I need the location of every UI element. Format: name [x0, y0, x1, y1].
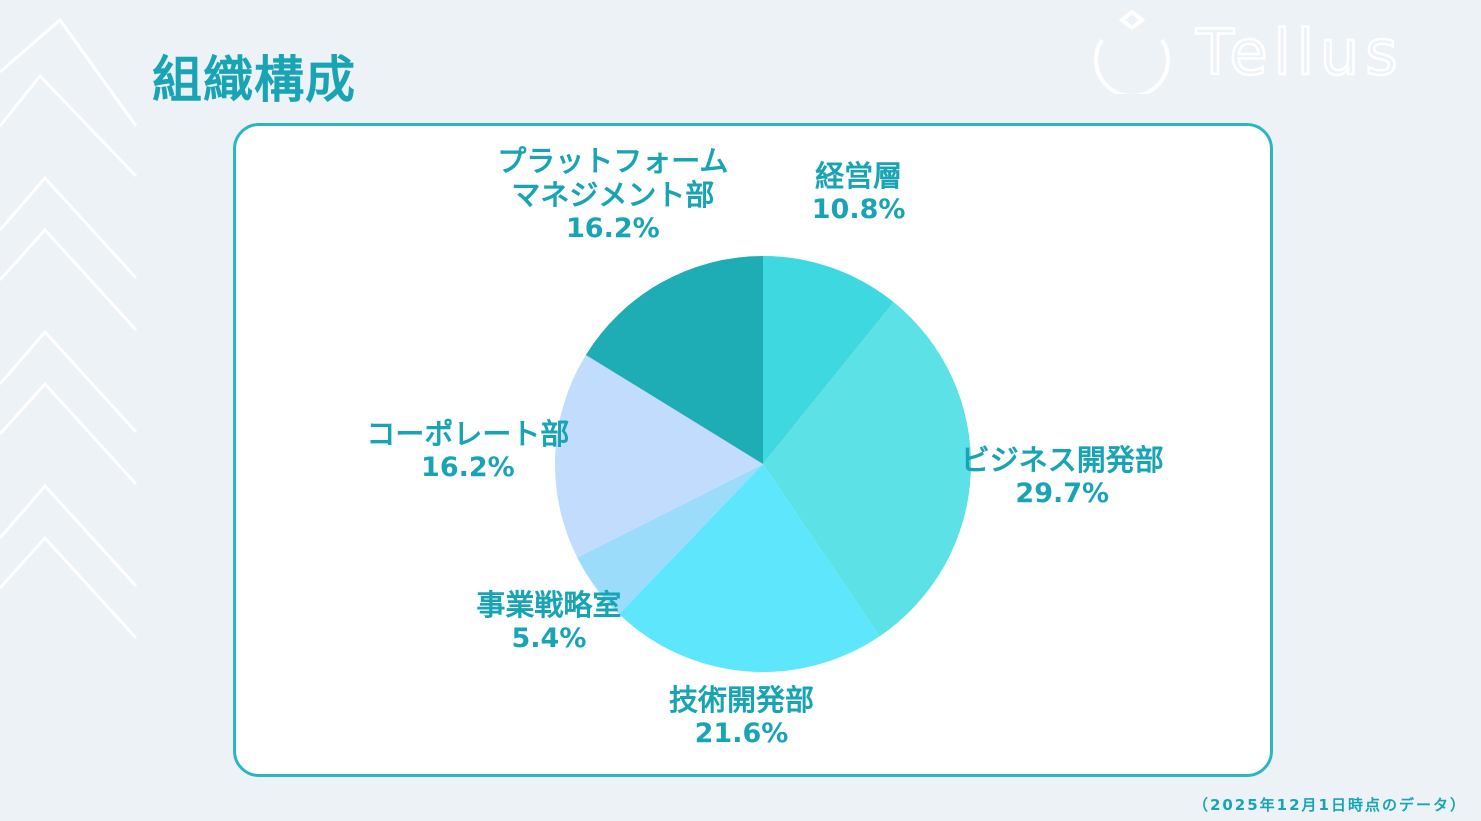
slice-label-percent: 29.7% — [1015, 477, 1110, 509]
pie-slice — [577, 464, 763, 615]
pie-slice — [763, 302, 971, 637]
slice-label: コーポレート部 16.2% — [366, 417, 569, 485]
pie-slice — [763, 256, 894, 464]
data-date-footnote: （2025年12月1日時点のデータ） — [1192, 796, 1467, 814]
slice-label-percent: 10.8% — [811, 194, 906, 226]
pie-chart — [554, 256, 971, 672]
slice-label: 事業戦略室 5.4% — [476, 588, 621, 656]
pie-slice — [585, 256, 763, 464]
slice-label: プラットフォーム マネジメント部 16.2% — [497, 144, 728, 246]
slice-label-percent: 5.4% — [511, 623, 587, 655]
slice-label-name: マネジメント部 — [511, 178, 715, 213]
slice-label-percent: 16.2% — [566, 213, 660, 245]
page-title: 組織構成 — [152, 51, 356, 109]
chevron-decoration — [0, 17, 138, 640]
slice-label-name: プラットフォーム — [497, 144, 729, 179]
slice-label: ビジネス開発部 29.7% — [961, 443, 1164, 511]
slice-label-percent: 21.6% — [694, 717, 789, 749]
slice-label-name: 事業戦略室 — [476, 588, 622, 623]
slice-label-percent: 16.2% — [421, 452, 515, 484]
slice-label-name: ビジネス開発部 — [960, 442, 1164, 477]
slice-label-name: コーポレート部 — [366, 417, 570, 452]
slice-label-name: 経営層 — [815, 159, 903, 194]
tellus-logo: Tellus — [1094, 10, 1404, 94]
pie-slice — [619, 464, 880, 672]
svg-text:Tellus: Tellus — [1195, 16, 1404, 89]
slice-label: 経営層 10.8% — [812, 159, 906, 227]
slice-label-name: 技術開発部 — [668, 682, 814, 717]
pie-slice — [554, 354, 763, 558]
slice-label: 技術開発部 21.6% — [669, 683, 814, 751]
